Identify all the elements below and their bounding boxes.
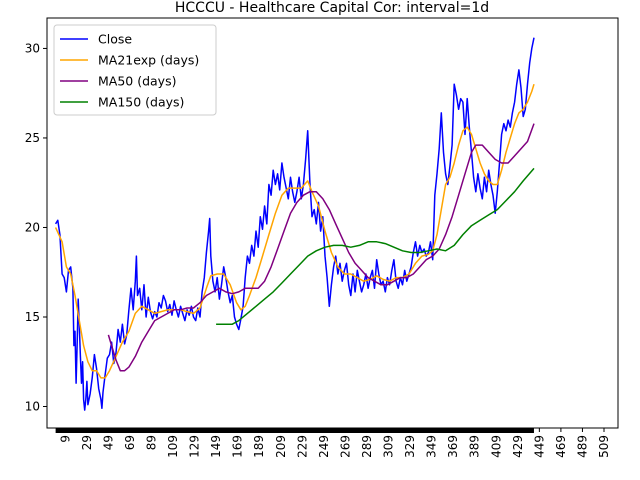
x-tick-label-2: 49 — [101, 435, 115, 450]
x-tick-label-9: 189 — [252, 435, 266, 458]
x-tick-label-3: 69 — [123, 435, 137, 450]
x-tick-label-20: 409 — [489, 435, 503, 458]
x-tick-label-23: 469 — [554, 435, 568, 458]
legend: Close MA21exp (days) MA50 (days) MA150 (day… — [53, 24, 217, 116]
x-tick-label-18: 369 — [446, 435, 460, 458]
plot-frame — [46, 17, 619, 429]
legend-box — [53, 24, 217, 116]
x-tick-label-12: 249 — [317, 435, 331, 458]
x-tick-label-6: 129 — [188, 435, 202, 458]
x-tick-label-14: 289 — [360, 435, 374, 458]
legend-label-3: MA150 (days) — [98, 95, 184, 110]
x-tick-label-24: 489 — [575, 435, 589, 458]
series-layer — [54, 37, 535, 411]
x-minor-tick-band — [55, 428, 534, 433]
x-tick-label-22: 449 — [532, 435, 546, 458]
x-tick-label-5: 109 — [166, 435, 180, 458]
x-tick-label-25: 509 — [597, 435, 611, 458]
x-tick-label-4: 89 — [145, 435, 159, 450]
x-tick-label-15: 309 — [382, 435, 396, 458]
series-line-0 — [54, 37, 535, 411]
x-tick-label-7: 149 — [209, 435, 223, 458]
y-tick-label-0: 10 — [25, 400, 40, 414]
x-tick-label-10: 209 — [274, 435, 288, 458]
x-tick-label-8: 169 — [231, 435, 245, 458]
x-tick-label-11: 229 — [295, 435, 309, 458]
chart-title: HCCCU - Healthcare Capital Cor: interval… — [175, 0, 489, 16]
x-tick-label-17: 349 — [425, 435, 439, 458]
x-tick-label-21: 429 — [511, 435, 525, 458]
x-tick-label-1: 29 — [80, 435, 94, 450]
legend-label-0: Close — [98, 32, 132, 47]
legend-label-1: MA21exp (days) — [98, 53, 199, 68]
series-line-3 — [216, 167, 535, 325]
legend-label-2: MA50 (days) — [98, 74, 176, 89]
x-axis: 9 29 49 69 89 109 129 149 169 189 209 229 249 269 289 3… — [55, 428, 611, 458]
y-tick-label-2: 20 — [25, 220, 40, 234]
y-tick-label-1: 15 — [25, 310, 40, 324]
x-tick-label-13: 269 — [338, 435, 352, 458]
y-tick-label-4: 30 — [25, 41, 40, 55]
x-tick-label-16: 329 — [403, 435, 417, 458]
x-tick-label-0: 9 — [58, 435, 72, 443]
series-line-1 — [54, 83, 535, 379]
series-line-2 — [107, 123, 535, 372]
x-tick-label-19: 389 — [468, 435, 482, 458]
y-axis: 10 15 20 25 30 — [25, 41, 47, 414]
y-tick-label-3: 25 — [25, 131, 40, 145]
